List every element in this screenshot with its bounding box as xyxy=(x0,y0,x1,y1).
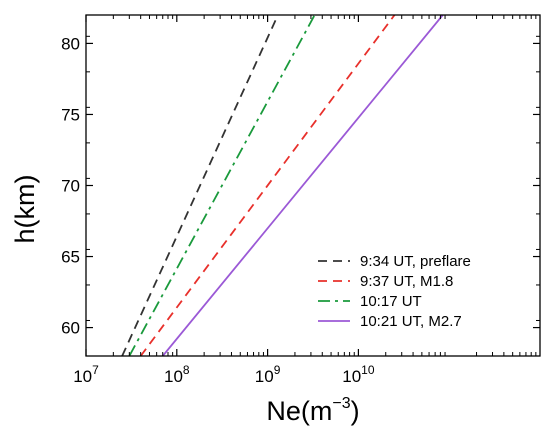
y-tick-label-0: 60 xyxy=(61,319,80,338)
series-line-1 xyxy=(139,15,396,356)
x-tick-label-base: 10 xyxy=(73,367,92,386)
plot-layer xyxy=(121,15,444,356)
x-axis-title: Ne(m−3) xyxy=(266,395,359,426)
y-tick-label-4: 80 xyxy=(61,34,80,53)
x-tick-label-base: 10 xyxy=(164,367,183,386)
legend-label-0: 9:34 UT, preflare xyxy=(360,253,471,270)
legend-label-2: 10:17 UT xyxy=(360,293,422,310)
x-axis-title-superscript: −3 xyxy=(332,395,350,412)
x-axis-title-end: ) xyxy=(351,396,360,426)
x-tick-label-exponent: 10 xyxy=(361,363,375,377)
legend: 9:34 UT, preflare 9:37 UT, M1.8 10:17 UT 10… xyxy=(318,253,471,330)
x-tick-label-3: 1010 xyxy=(342,363,375,386)
x-tick-label-2: 109 xyxy=(255,363,281,386)
series-line-2 xyxy=(128,15,316,356)
x-tick-label-exponent: 8 xyxy=(183,363,190,377)
x-axis-title-main: Ne(m xyxy=(266,396,332,426)
y-tick-label-1: 65 xyxy=(61,248,80,267)
x-tick-label-exponent: 9 xyxy=(274,363,281,377)
plot-frame xyxy=(85,14,541,357)
x-tick-label-1: 108 xyxy=(164,363,190,386)
y-axis-title: h(km) xyxy=(10,175,40,244)
series-lines xyxy=(121,15,444,356)
y-tick-label-2: 70 xyxy=(61,177,80,196)
x-tick-label-base: 10 xyxy=(255,367,274,386)
x-tick-label-0: 107 xyxy=(73,363,99,386)
legend-label-3: 10:21 UT, M2.7 xyxy=(360,313,462,330)
legend-label-1: 9:37 UT, M1.8 xyxy=(360,273,453,290)
x-tick-label-base: 10 xyxy=(342,367,361,386)
series-line-3 xyxy=(162,15,444,356)
series-line-0 xyxy=(121,15,279,356)
x-tick-label-exponent: 7 xyxy=(92,363,99,377)
y-tick-label-3: 75 xyxy=(61,105,80,124)
